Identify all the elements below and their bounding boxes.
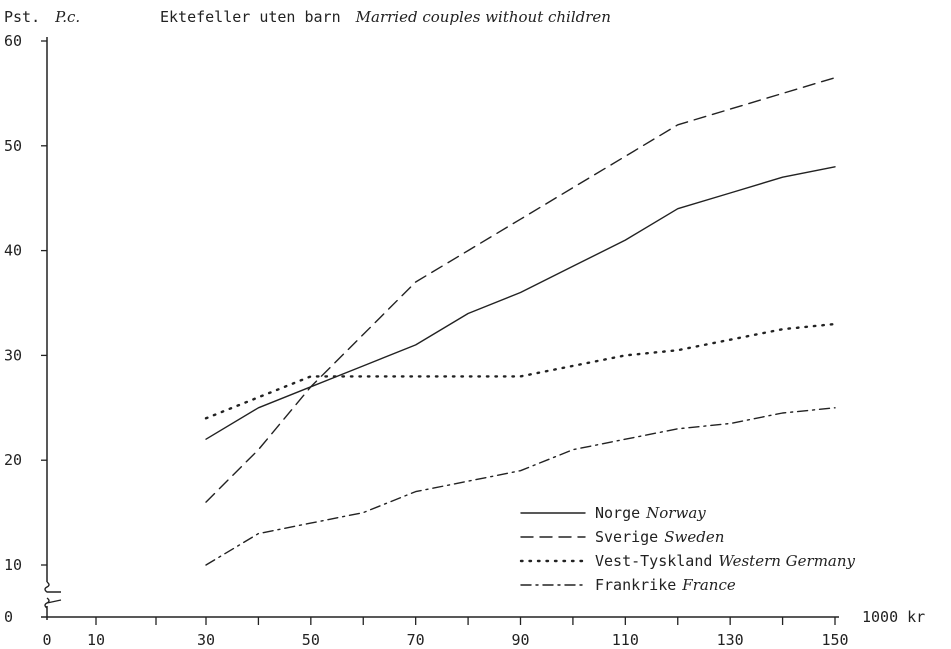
- x-tick-label: 90: [511, 631, 529, 649]
- legend-label-frankrike: Frankrike France: [595, 576, 736, 594]
- legend-label-sverige: Sverige Sweden: [595, 528, 724, 546]
- x-tick-label: 10: [87, 631, 105, 649]
- x-tick-label: 150: [821, 631, 848, 649]
- legend-label-norge: Norge Norway: [595, 504, 706, 522]
- x-ticks: 0 10 30 50 70 90 110 130 150: [42, 617, 849, 649]
- x-tick-label: 110: [612, 631, 639, 649]
- x-tick-label: 30: [197, 631, 215, 649]
- legend: Norge Norway Sverige Sweden Vest-Tyskland Wes…: [519, 504, 856, 594]
- series-line-frankrike: [205, 407, 836, 566]
- axis-break-bottom: [44, 597, 62, 609]
- x-tick-label: 130: [717, 631, 744, 649]
- y-tick-label: 40: [4, 242, 22, 260]
- y-tick-label: 60: [4, 32, 22, 50]
- chart-title: Ektefeller uten barn Married couples wit…: [160, 8, 611, 26]
- y-tick-label: 50: [4, 137, 22, 155]
- x-tick-label: 50: [302, 631, 320, 649]
- y-ticks: 0 10 20 30 40 50 60: [4, 32, 47, 626]
- axes: [41, 37, 839, 620]
- axis-break-top: [44, 581, 61, 593]
- y-tick-label: 20: [4, 451, 22, 469]
- y-tick-label: 10: [4, 556, 22, 574]
- x-tick-label: 0: [42, 631, 51, 649]
- x-tick-label: 70: [407, 631, 425, 649]
- x-axis-label: 1000 kr: [862, 608, 925, 626]
- legend-label-vest-tyskland: Vest-Tyskland Western Germany: [595, 552, 856, 570]
- series-line-vest-tyskland: [204, 322, 837, 420]
- series-group: [204, 76, 837, 566]
- y-tick-label: 30: [4, 346, 22, 364]
- series-line-sverige: [205, 76, 836, 503]
- y-tick-label: 0: [4, 608, 13, 626]
- y-axis-label: Pst. P.c.: [4, 8, 80, 26]
